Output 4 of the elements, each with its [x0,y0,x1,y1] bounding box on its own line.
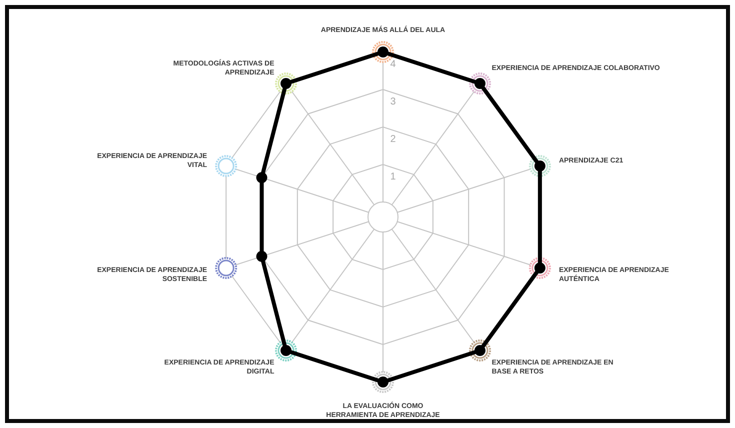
y-tick-label: 3 [390,96,396,108]
y-tick-label: 1 [390,172,396,182]
y-tick-label: 4 [390,59,396,70]
y-tick-label: 2 [390,134,396,145]
